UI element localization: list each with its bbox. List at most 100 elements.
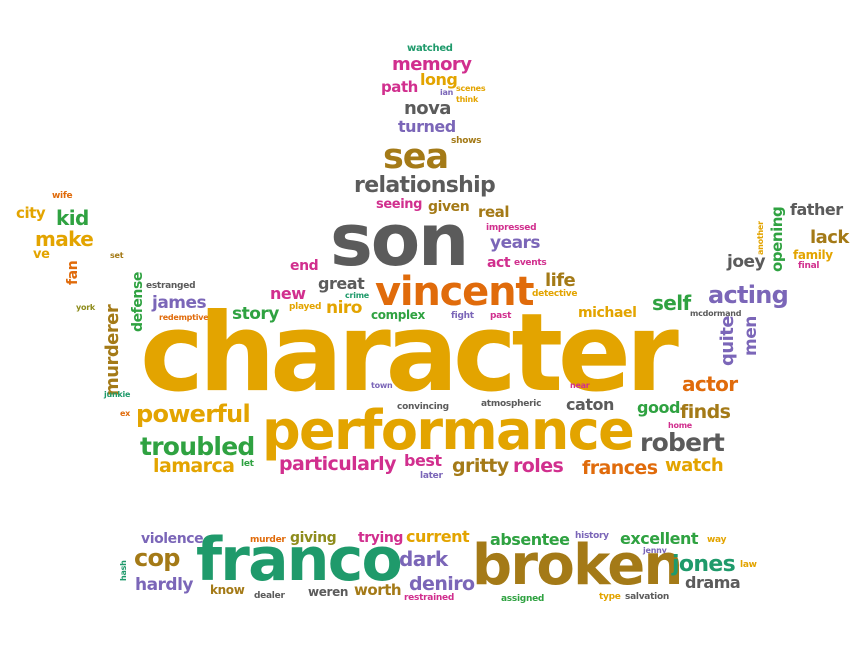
word-redemptive: redemptive [159, 313, 209, 322]
word-cop: cop [134, 544, 180, 572]
word-absentee: absentee [490, 530, 570, 549]
word-caton: caton [566, 395, 614, 414]
word-life: life [545, 270, 576, 291]
word-troubled: troubled [140, 432, 255, 461]
word-fight: fight [451, 311, 474, 321]
word-wife: wife [52, 191, 73, 201]
word-joey: joey [727, 252, 766, 272]
word-salvation: salvation [625, 592, 670, 602]
word-james: james [152, 293, 207, 313]
word-impressed: impressed [486, 223, 537, 233]
word-jones: jones [672, 552, 736, 577]
word-kid: kid [56, 206, 89, 230]
word-scenes: scenes [456, 84, 486, 93]
word-jenny: jenny [643, 546, 667, 555]
word-turned: turned [398, 117, 456, 136]
word-son: son [330, 198, 469, 282]
word-watched: watched [407, 43, 453, 54]
word-city: city [16, 204, 46, 222]
word-acting: acting [708, 281, 789, 309]
word-way: way [707, 535, 727, 545]
word-past: past [490, 311, 512, 321]
word-opening: opening [768, 206, 786, 272]
word-york: york [76, 303, 96, 312]
word-fan: fan [65, 260, 81, 285]
word-self: self [652, 291, 691, 315]
word-niro: niro [326, 298, 362, 318]
word-ian: ian [440, 88, 454, 97]
word-roles: roles [513, 455, 564, 477]
word-ex: ex [120, 409, 131, 418]
word-law: law [740, 560, 757, 570]
word-broken: broken [472, 533, 683, 598]
word-convincing: convincing [397, 402, 449, 412]
word-good: good [637, 398, 680, 417]
word-best: best [404, 451, 442, 470]
word-assigned: assigned [501, 594, 545, 604]
word-gritty: gritty [452, 455, 509, 477]
word-performance: performance [262, 399, 635, 462]
word-family: family [793, 248, 833, 262]
word-events: events [514, 258, 547, 268]
word-character: character [140, 291, 679, 416]
word-violence: violence [141, 531, 204, 547]
word-seeing: seeing [376, 197, 423, 212]
word-town: town [371, 381, 393, 390]
word-played: played [289, 302, 322, 312]
word-restrained: restrained [404, 593, 455, 603]
word-given: given [428, 199, 470, 215]
word-giving: giving [290, 530, 337, 546]
word-hardly: hardly [135, 575, 193, 595]
word-end: end [290, 258, 319, 274]
word-set: set [110, 251, 124, 260]
word-frances: frances [582, 457, 658, 479]
word-worth: worth [354, 581, 402, 599]
word-lamarca: lamarca [153, 455, 235, 477]
word-michael: michael [578, 305, 637, 321]
word-dark: dark [399, 547, 448, 571]
word-robert: robert [640, 428, 725, 457]
word-hash: hash [119, 560, 128, 581]
word-ve: ve [33, 247, 50, 262]
word-watch: watch [665, 455, 724, 476]
word-story: story [232, 304, 279, 324]
word-mcdormand: mcdormand [690, 309, 742, 318]
word-another: another [756, 221, 765, 255]
word-dealer: dealer [254, 591, 285, 601]
word-let: let [241, 459, 254, 469]
word-estranged: estranged [146, 281, 196, 291]
word-atmospheric: atmospheric [481, 399, 542, 409]
word-deniro: deniro [409, 573, 475, 595]
word-relationship: relationship [354, 173, 496, 198]
word-later: later [420, 471, 443, 481]
word-lack: lack [810, 227, 849, 248]
word-franco: franco [196, 525, 403, 595]
word-murder: murder [250, 535, 286, 545]
word-complex: complex [371, 308, 425, 322]
word-memory: memory [392, 54, 472, 75]
word-act: act [487, 255, 511, 271]
word-history: history [575, 531, 609, 541]
word-weren: weren [308, 585, 349, 599]
word-actor: actor [682, 372, 738, 396]
word-sea: sea [383, 137, 449, 177]
word-quite: quite [717, 316, 738, 366]
word-know: know [210, 583, 245, 597]
word-men: men [741, 316, 761, 356]
word-particularly: particularly [279, 453, 397, 475]
word-path: path [381, 78, 418, 96]
word-excellent: excellent [620, 529, 699, 548]
word-near: near [570, 381, 590, 390]
word-finds: finds [680, 401, 731, 423]
word-drama: drama [685, 573, 741, 592]
word-think: think [456, 95, 479, 104]
word-crime: crime [345, 291, 369, 300]
word-make: make [35, 227, 94, 251]
word-new: new [270, 284, 306, 303]
word-nova: nova [404, 98, 451, 119]
word-murderer: murderer [102, 304, 123, 396]
word-powerful: powerful [136, 400, 251, 428]
word-years: years [490, 233, 541, 253]
word-vincent: vincent [375, 269, 535, 315]
